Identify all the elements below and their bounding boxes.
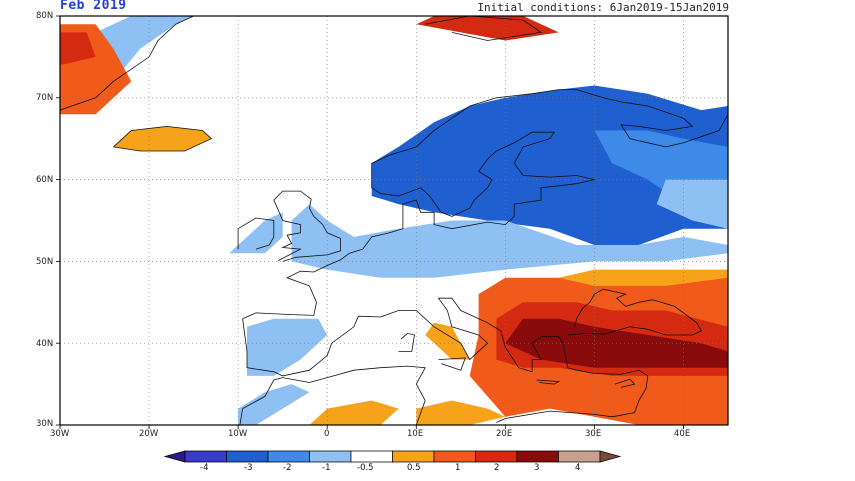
map-frame xyxy=(59,15,729,426)
initial-conditions-label: Initial conditions: 6Jan2019-15Jan2019 xyxy=(477,1,729,14)
coast-crete xyxy=(536,379,561,385)
coast-svalbard xyxy=(425,16,543,41)
colorbar-swatch xyxy=(267,450,310,463)
positive-anomaly-iceland xyxy=(113,126,212,151)
coast-black-sea xyxy=(567,288,702,336)
coastlines xyxy=(60,16,728,425)
colorbar-label-3: 3 xyxy=(534,463,540,473)
positive-anomaly-greenland-inner xyxy=(60,32,96,66)
lon-label-20w: 20W xyxy=(139,429,159,439)
colorbar xyxy=(163,450,622,463)
colorbar-swatch xyxy=(226,450,269,463)
coast-cyprus xyxy=(614,378,636,388)
colorbar-swatch xyxy=(558,450,601,463)
lat-label-70n: 70N xyxy=(36,93,54,103)
colorbar-label-2: 2 xyxy=(494,463,500,473)
colorbar-label-minus2: -2 xyxy=(283,463,292,473)
coast-iceland xyxy=(113,125,213,152)
coast-mediterranean-north xyxy=(242,297,649,423)
lat-label-80n: 80N xyxy=(36,11,54,21)
colorbar-label-minus4: -4 xyxy=(200,463,209,473)
colorbar-swatch xyxy=(309,450,352,463)
positive-anomaly-italy xyxy=(425,322,470,360)
colorbar-swatch xyxy=(163,450,186,463)
coast-greenland xyxy=(60,16,194,111)
positive-anomaly-ukraine-edge xyxy=(558,269,728,286)
colorbar-label-minus0-5: -0.5 xyxy=(357,463,374,473)
colorbar-label-minus3: -3 xyxy=(244,463,253,473)
positive-anomaly-libya xyxy=(416,400,506,425)
positive-anomaly-svalbard xyxy=(416,16,559,41)
lat-label-30n: 30N xyxy=(36,419,54,429)
lat-label-60n: 60N xyxy=(36,175,54,185)
lat-label-40n: 40N xyxy=(36,339,54,349)
colorbar-swatch xyxy=(350,450,393,463)
graticule xyxy=(60,16,728,425)
negative-anomaly-ireland xyxy=(229,212,283,254)
lon-label-30w: 30W xyxy=(50,429,70,439)
colorbar-label-4: 4 xyxy=(575,463,581,473)
colorbar-swatch xyxy=(516,450,559,463)
lon-label-10w: 10W xyxy=(228,429,248,439)
negative-anomaly-east-edge xyxy=(656,179,728,229)
forecast-month-title: Feb 2019 xyxy=(60,0,127,13)
negative-anomaly-scandinavia xyxy=(371,85,728,245)
coast-north-africa xyxy=(239,365,426,425)
lon-label-20e: 20E xyxy=(496,429,513,439)
colorbar-swatch xyxy=(433,450,476,463)
colorbar-swatch xyxy=(184,450,227,463)
lon-label-40e: 40E xyxy=(674,429,691,439)
axis-ticks xyxy=(56,15,684,429)
negative-anomaly-central-europe xyxy=(291,204,728,278)
coast-northwest-europe xyxy=(242,89,728,320)
colorbar-swatch xyxy=(599,450,622,463)
positive-anomaly-algeria xyxy=(309,400,399,425)
coast-ireland xyxy=(237,217,275,250)
coast-great-britain xyxy=(273,190,342,262)
lon-label-0: 0 xyxy=(324,429,330,439)
colorbar-label-1: 1 xyxy=(455,463,461,473)
colorbar-swatch xyxy=(475,450,518,463)
colorbar-label-minus1: -1 xyxy=(322,463,331,473)
lon-label-10e: 10E xyxy=(407,429,424,439)
colorbar-swatch xyxy=(392,450,435,463)
coast-sicily xyxy=(438,357,466,371)
colorbar-label-0-5: 0.5 xyxy=(407,463,421,473)
negative-anomaly-iberia xyxy=(247,318,328,376)
anomaly-fill-layer xyxy=(60,16,728,425)
lon-label-30e: 30E xyxy=(585,429,602,439)
lat-label-50n: 50N xyxy=(36,257,54,267)
coast-sardinia xyxy=(398,332,415,352)
negative-anomaly-morocco xyxy=(238,384,310,425)
